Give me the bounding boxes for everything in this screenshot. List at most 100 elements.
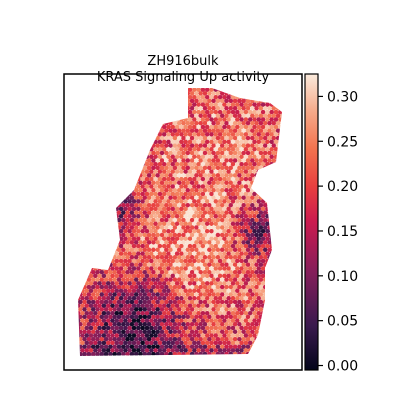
spot [200,251,206,256]
spot [273,88,279,92]
spot [86,143,92,148]
spot [189,135,195,141]
spot [84,154,90,160]
spot [209,325,214,331]
spot [110,214,115,219]
spot [207,165,212,171]
spot [82,217,87,223]
spot [114,147,120,152]
spot [185,217,191,223]
spot [166,117,171,122]
spot [200,340,206,346]
spot [82,158,87,163]
spot [164,322,169,327]
spot [116,188,122,193]
spot [224,173,229,178]
spot [185,351,191,356]
spot [235,214,240,219]
spot [116,329,122,335]
spot [110,206,115,212]
spot [84,88,90,92]
spot [226,109,231,115]
spot [80,333,85,338]
spot [127,117,132,122]
spot [121,344,126,349]
spot [112,165,117,171]
spot [105,176,111,182]
spot [112,195,117,200]
spot [207,113,212,119]
spot [232,135,238,141]
spot [232,299,238,305]
spot [202,188,208,193]
spot [275,262,281,267]
spot [153,94,158,100]
spot [260,221,266,227]
spot [254,307,259,312]
spot [133,113,139,119]
spot [256,303,262,308]
spot [123,184,128,189]
spot [179,102,184,107]
spot [97,296,102,301]
spot [176,269,182,275]
spot [101,296,107,301]
spot [159,128,165,133]
spot [114,214,120,219]
spot [187,184,193,189]
spot [278,355,282,356]
spot [209,333,214,338]
spot [192,88,197,92]
spot [116,120,122,126]
spot [224,292,229,297]
spot [232,255,238,260]
spot [187,355,193,356]
spot [125,299,130,305]
spot [164,98,169,104]
spot [114,333,120,338]
spot [93,236,98,241]
spot [80,139,85,145]
spot [99,232,105,238]
spot [262,150,268,156]
spot [129,120,135,126]
spot [189,322,195,327]
spot [166,325,171,331]
spot [90,277,96,282]
spot [262,195,268,200]
spot [204,340,210,346]
spot [101,184,107,189]
spot [99,88,105,89]
spot [127,348,132,353]
spot [95,88,100,89]
spot [88,132,94,137]
spot [275,195,281,200]
spot [192,296,197,301]
spot [226,251,231,256]
spot [224,240,229,245]
spot [185,88,191,89]
spot [116,106,122,111]
spot [172,314,178,320]
spot [123,258,128,264]
spot [121,351,126,356]
spot [280,113,282,119]
spot [211,307,216,312]
spot [275,106,281,111]
spot [161,236,167,241]
spot [78,288,81,294]
spot [200,199,206,204]
spot [183,132,188,137]
spot [256,139,262,145]
spot [121,299,126,305]
spot [219,277,225,282]
spot [262,240,268,245]
spot [168,173,173,178]
spot [252,88,257,92]
spot [86,91,92,96]
spot [232,143,238,148]
spot [86,188,92,193]
spot [183,243,188,249]
spot [228,120,234,126]
spot [140,206,145,212]
